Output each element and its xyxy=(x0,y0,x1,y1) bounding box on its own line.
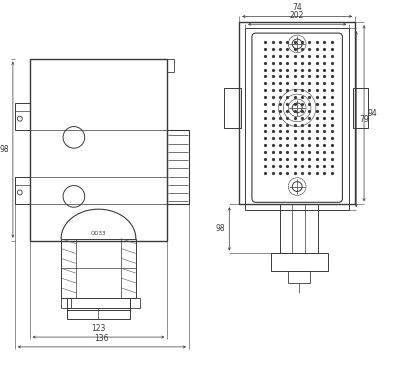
Bar xyxy=(353,88,368,128)
Bar xyxy=(167,130,189,204)
Bar xyxy=(67,298,130,310)
Text: OD33: OD33 xyxy=(91,231,106,236)
Bar xyxy=(224,88,241,128)
Bar xyxy=(61,239,136,298)
Bar xyxy=(271,253,328,271)
Bar xyxy=(288,271,310,283)
Bar xyxy=(67,308,130,319)
Text: 79: 79 xyxy=(359,115,369,124)
Bar xyxy=(29,59,167,241)
Bar xyxy=(15,103,29,130)
Bar xyxy=(245,28,349,210)
Text: 123: 123 xyxy=(91,324,106,333)
Bar xyxy=(281,204,318,253)
Bar xyxy=(167,59,174,73)
Bar xyxy=(130,298,140,308)
Bar xyxy=(61,298,71,308)
Bar xyxy=(15,177,29,204)
Bar xyxy=(239,22,355,204)
Text: 94: 94 xyxy=(367,109,377,118)
Text: 136: 136 xyxy=(95,334,109,343)
Text: 98: 98 xyxy=(0,145,9,154)
Text: 202: 202 xyxy=(290,11,304,20)
Text: 74: 74 xyxy=(292,3,302,12)
Text: 98: 98 xyxy=(215,224,225,233)
